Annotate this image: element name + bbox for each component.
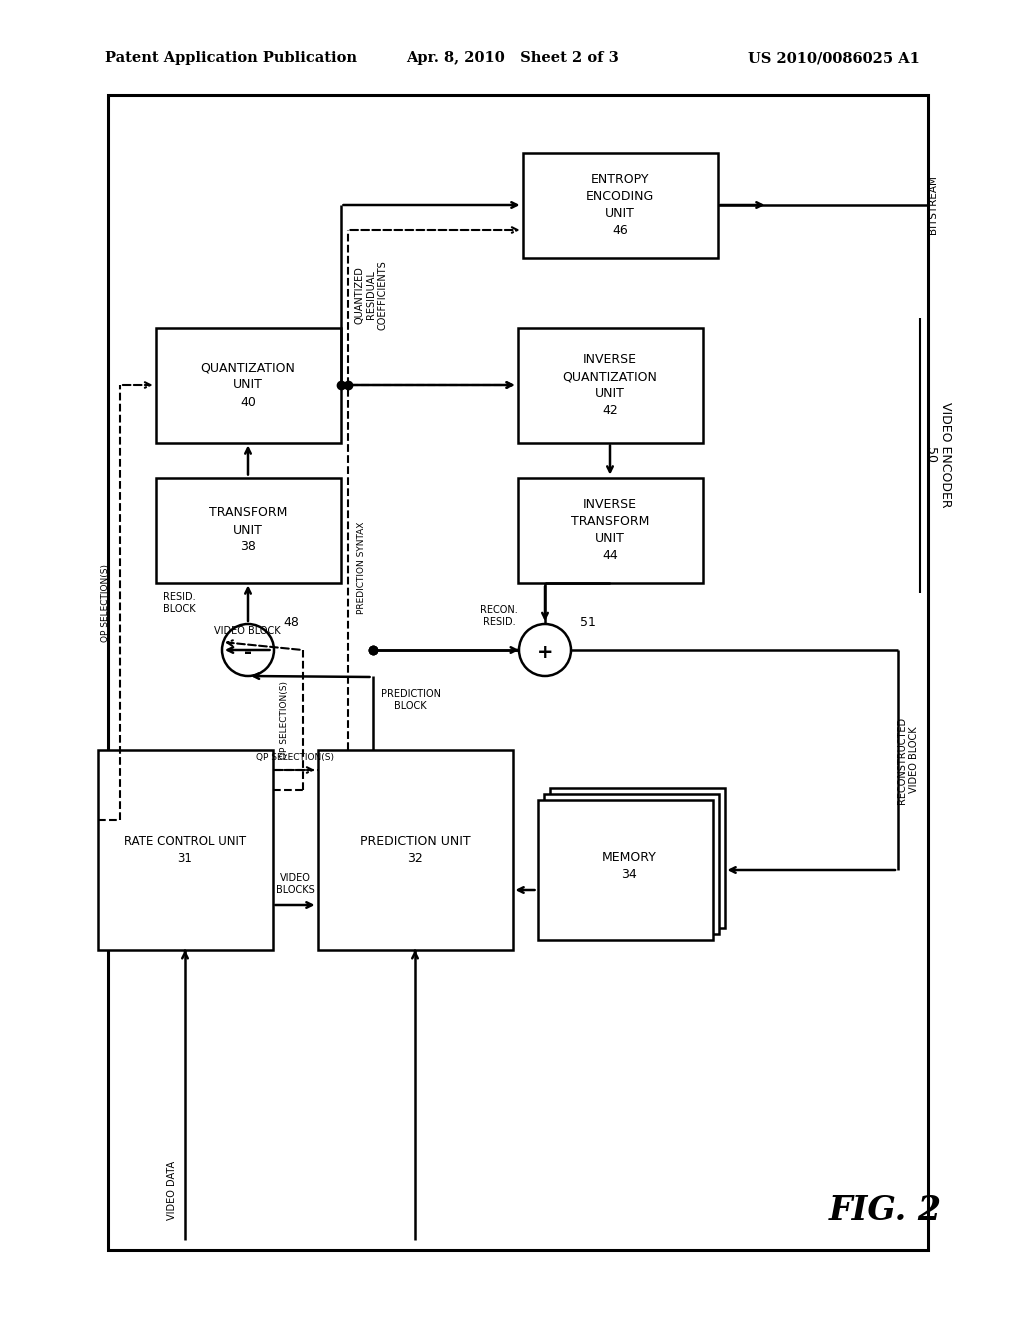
Bar (522, 153, 718, 257)
Text: RECONSTRUCTED
VIDEO BLOCK: RECONSTRUCTED VIDEO BLOCK (897, 717, 919, 804)
Text: 48: 48 (283, 615, 299, 628)
Bar (544, 795, 719, 935)
Text: VIDEO DATA: VIDEO DATA (167, 1160, 177, 1220)
Text: US 2010/0086025 A1: US 2010/0086025 A1 (749, 51, 920, 65)
Bar (156, 327, 341, 442)
Text: BITSTREAM: BITSTREAM (928, 176, 938, 235)
Text: INVERSE
QUANTIZATION
UNIT
42: INVERSE QUANTIZATION UNIT 42 (562, 352, 657, 417)
Text: PREDICTION SYNTAX: PREDICTION SYNTAX (357, 521, 367, 614)
Text: QP SELECTION(S): QP SELECTION(S) (101, 564, 110, 642)
Text: VIDEO
BLOCKS: VIDEO BLOCKS (275, 874, 314, 895)
Text: VIDEO ENCODER
50: VIDEO ENCODER 50 (924, 403, 952, 508)
Text: RATE CONTROL UNIT
31: RATE CONTROL UNIT 31 (124, 836, 246, 865)
Text: +: + (537, 643, 553, 661)
Text: FIG. 2: FIG. 2 (828, 1193, 941, 1226)
Text: PREDICTION UNIT
32: PREDICTION UNIT 32 (359, 836, 470, 865)
Bar (550, 788, 725, 928)
Text: ENTROPY
ENCODING
UNIT
46: ENTROPY ENCODING UNIT 46 (586, 173, 654, 238)
Text: Apr. 8, 2010   Sheet 2 of 3: Apr. 8, 2010 Sheet 2 of 3 (406, 51, 618, 65)
Text: QUANTIZED
RESIDUAL
COEFFICIENTS: QUANTIZED RESIDUAL COEFFICIENTS (354, 260, 388, 330)
Bar (538, 800, 713, 940)
Text: PREDICTION
BLOCK: PREDICTION BLOCK (381, 689, 440, 710)
Bar (317, 750, 512, 950)
Text: RECON.
RESID.: RECON. RESID. (480, 606, 518, 627)
Text: Patent Application Publication: Patent Application Publication (105, 51, 357, 65)
Text: MEMORY
34: MEMORY 34 (601, 851, 656, 880)
Text: TRANSFORM
UNIT
38: TRANSFORM UNIT 38 (209, 507, 287, 553)
Text: VIDEO BLOCK: VIDEO BLOCK (214, 626, 281, 636)
Bar (517, 327, 702, 442)
Text: QP SELECTION(S): QP SELECTION(S) (281, 681, 290, 759)
Text: QP SELECTION(S): QP SELECTION(S) (256, 752, 334, 762)
Text: 51: 51 (580, 615, 596, 628)
Bar (156, 478, 341, 582)
Text: INVERSE
TRANSFORM
UNIT
44: INVERSE TRANSFORM UNIT 44 (570, 498, 649, 562)
Text: -: - (244, 643, 252, 661)
Text: QUANTIZATION
UNIT
40: QUANTIZATION UNIT 40 (201, 362, 296, 408)
Bar (97, 750, 272, 950)
Bar (108, 95, 928, 1250)
Text: RESID.
BLOCK: RESID. BLOCK (163, 593, 196, 614)
Bar (517, 478, 702, 582)
